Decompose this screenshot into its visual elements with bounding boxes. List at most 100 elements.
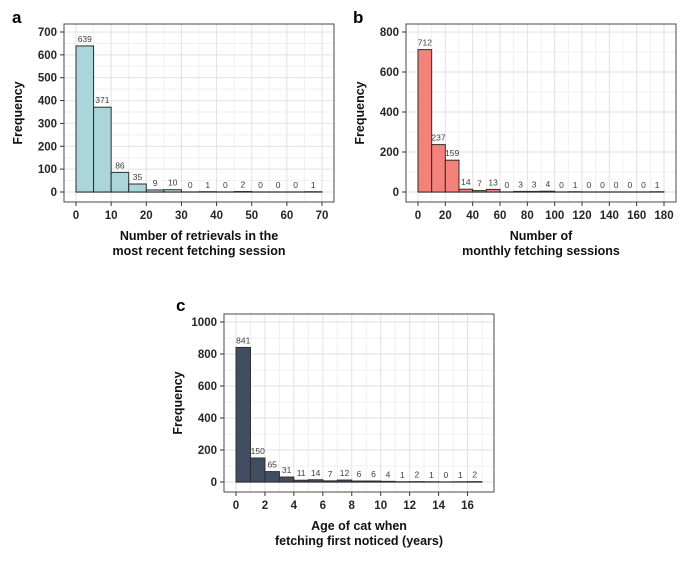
bar	[163, 189, 182, 193]
x-axis: 0 2 4 6 8 10 12 14 16	[233, 492, 474, 512]
y-tick-label: 600	[380, 67, 399, 79]
x-axis-title-line: most recent fetching session	[113, 244, 286, 258]
bar-value-label: 150	[251, 446, 265, 456]
bar-value-label: 1	[429, 470, 434, 480]
panel-b-letter: b	[353, 8, 364, 27]
bar-value-label: 639	[78, 34, 92, 44]
x-axis: 0 20 40 60 80 100 120 140 160 180	[415, 202, 674, 222]
bar-value-label: 0	[276, 180, 281, 190]
bar	[278, 476, 295, 483]
x-tick-label: 50	[245, 210, 258, 222]
bar-value-label: 11	[297, 468, 306, 478]
bar	[485, 188, 501, 193]
bar	[145, 189, 165, 193]
y-tick-label: 700	[38, 27, 57, 39]
y-tick-label: 0	[51, 187, 57, 199]
bar	[110, 171, 130, 193]
plot-area	[224, 314, 494, 492]
bar-value-label: 371	[95, 95, 109, 105]
panel-border	[63, 23, 335, 203]
bar-value-label: 4	[386, 469, 391, 479]
y-axis: 0 100 200 300 400 500 600 700	[38, 27, 64, 199]
bar	[417, 49, 433, 193]
panel-a-letter: a	[12, 8, 22, 27]
y-tick-label: 400	[380, 107, 399, 119]
x-tick-label: 20	[140, 210, 153, 222]
y-axis-title: Frequency	[353, 81, 367, 144]
bar-value-label: 0	[188, 180, 193, 190]
bar-value-label: 14	[461, 177, 471, 187]
panel-a: a 639 371 86 35 9 10 0 1 0 2 0 0 0 1 0 10 20 30 40 50 60 70 0 1…	[8, 4, 342, 280]
panel-c: c 841 150 65 31 11 14 7 12 6 6 4 1 2 1 0 1 2 0 2 4 6 8 10 12 14 1…	[168, 294, 502, 564]
bar-value-label: 65	[267, 460, 277, 470]
bar-value-label: 7	[477, 179, 482, 189]
bar-value-label: 31	[282, 465, 292, 475]
x-axis: 0 10 20 30 40 50 60 70	[73, 202, 329, 222]
bar-value-label: 1	[400, 470, 405, 480]
bar-value-label: 6	[371, 469, 376, 479]
bar-value-label: 1	[205, 180, 210, 190]
bars	[75, 45, 323, 193]
panel-border	[405, 23, 677, 203]
bar	[93, 106, 112, 193]
bar	[365, 480, 382, 483]
y-tick-label: 300	[38, 118, 57, 130]
bar-value-label: 3	[532, 179, 537, 189]
bar-value-label: 2	[472, 470, 477, 480]
bar	[513, 190, 528, 193]
bar-value-label: 237	[431, 133, 445, 143]
bar	[526, 190, 542, 193]
bar-value-label: 159	[445, 148, 459, 158]
x-tick-label: 60	[280, 210, 293, 222]
bar-value-label: 0	[293, 180, 298, 190]
bar	[322, 480, 338, 483]
x-tick-label: 2	[262, 500, 268, 512]
bar-value-label: 0	[504, 180, 509, 190]
x-tick-label: 8	[349, 500, 356, 512]
bar-value-label: 0	[627, 180, 632, 190]
panel-b: b 712 237 159 14 7 13 0 3 3 4 0 1 0 0 0 0 0 1 0 20 40 60 80 100…	[350, 4, 684, 280]
x-tick-label: 6	[320, 500, 326, 512]
bar	[472, 190, 487, 193]
x-axis-title-line: Age of cat when	[311, 519, 407, 533]
y-tick-label: 500	[38, 73, 57, 85]
bar	[351, 480, 367, 483]
x-tick-label: 120	[572, 210, 591, 222]
bar-value-label: 0	[586, 180, 591, 190]
bar-value-label: 0	[258, 180, 263, 190]
y-tick-label: 1000	[191, 317, 217, 329]
y-axis: 0 200 400 600 800 1000	[191, 317, 224, 489]
y-tick-label: 800	[198, 349, 217, 361]
bar-value-label: 1	[655, 180, 660, 190]
y-tick-label: 200	[198, 445, 217, 457]
bar-value-label: 0	[559, 180, 564, 190]
bar-value-label: 841	[236, 335, 250, 345]
bar-value-label: 7	[328, 469, 333, 479]
bar-value-label: 0	[443, 470, 448, 480]
x-axis-title-line: Number of	[510, 229, 573, 243]
x-tick-label: 20	[439, 210, 452, 222]
bar	[336, 479, 353, 483]
bar	[458, 188, 474, 193]
x-tick-label: 60	[494, 210, 507, 222]
bar-value-label: 3	[518, 179, 523, 189]
bar-value-label: 86	[115, 160, 125, 170]
bar	[128, 183, 147, 193]
y-axis: 0 200 400 600 800	[380, 27, 406, 199]
panel-c-letter: c	[176, 296, 186, 315]
bar-value-label: 12	[340, 468, 350, 478]
bar-value-label: 0	[600, 180, 605, 190]
x-tick-label: 70	[316, 210, 329, 222]
bar-value-label: 0	[223, 180, 228, 190]
y-tick-label: 0	[393, 187, 399, 199]
x-tick-label: 16	[461, 500, 474, 512]
bar-value-label: 0	[614, 180, 619, 190]
y-tick-label: 200	[38, 141, 57, 153]
bars	[417, 49, 665, 193]
panel-border	[223, 313, 495, 493]
x-tick-label: 140	[600, 210, 619, 222]
